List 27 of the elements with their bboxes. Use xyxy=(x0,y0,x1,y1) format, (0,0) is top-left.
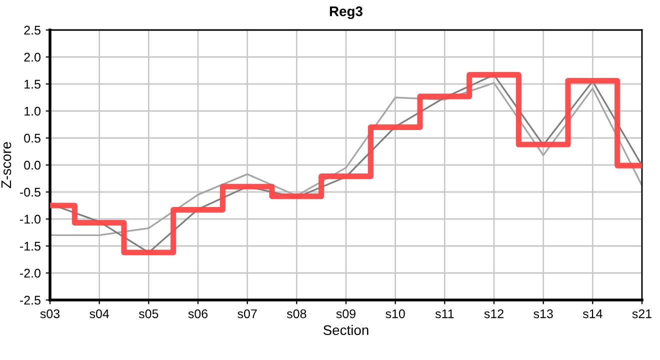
x-tick-label: s12 xyxy=(484,309,504,318)
y-tick-label: 1.5 xyxy=(24,80,40,89)
y-axis-title: Z-score xyxy=(1,142,12,188)
y-tick-label: 0.5 xyxy=(24,134,40,143)
y-tick-label: -2.5 xyxy=(20,296,40,305)
x-tick-label: s04 xyxy=(90,309,110,318)
y-tick-label: 1.0 xyxy=(24,106,40,116)
y-tick-label: 2.5 xyxy=(24,26,40,35)
y-tick-label: -1.5 xyxy=(20,242,40,251)
x-tick-label: s21 xyxy=(632,309,652,318)
x-tick-label: s03 xyxy=(40,309,60,318)
x-tick-label: s10 xyxy=(386,309,405,318)
x-tick-label: s09 xyxy=(336,309,356,318)
x-tick-label: s14 xyxy=(582,309,602,318)
x-tick-label: s05 xyxy=(138,309,158,318)
y-tick-label: -0.5 xyxy=(20,188,40,197)
y-tick-label: -2.0 xyxy=(20,268,40,278)
x-tick-label: s08 xyxy=(286,309,306,318)
x-axis-title: Section xyxy=(323,324,368,336)
x-tick-label: s06 xyxy=(188,309,208,318)
y-tick-label: -1.0 xyxy=(20,214,40,224)
x-tick-label: s11 xyxy=(435,309,454,318)
x-tick-label: s13 xyxy=(534,309,553,318)
y-tick-label: 0.0 xyxy=(24,160,40,170)
chart-title: Reg3 xyxy=(330,6,362,20)
y-tick-label: 2.0 xyxy=(24,52,40,62)
x-tick-label: s07 xyxy=(238,309,257,318)
